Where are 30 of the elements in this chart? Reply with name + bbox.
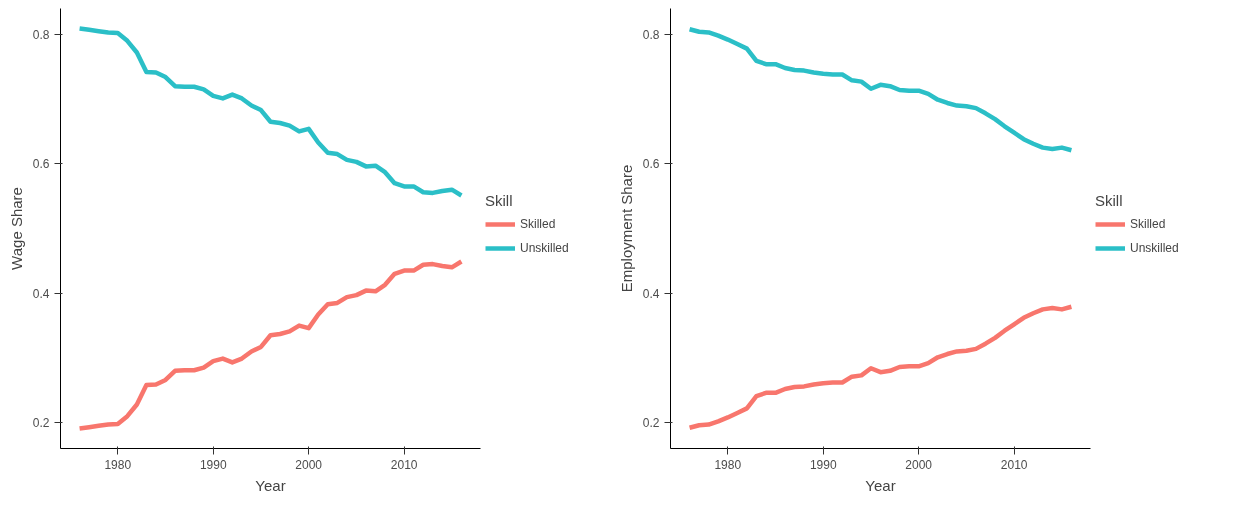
y-tick-label: 0.4 bbox=[32, 286, 50, 301]
y-tick-label: 0.8 bbox=[642, 27, 660, 42]
legend-label: Unskilled bbox=[520, 241, 569, 255]
legend-title: Skill bbox=[485, 192, 514, 209]
y-tick-label: 0.4 bbox=[642, 286, 660, 301]
x-tick-label: 1980 bbox=[714, 457, 742, 472]
x-tick-label: 2000 bbox=[905, 457, 933, 472]
y-tick-label: 0.6 bbox=[32, 157, 50, 172]
y-tick-label: 0.2 bbox=[32, 416, 50, 431]
y-axis-title: Employment Share bbox=[617, 164, 635, 293]
y-tick-label: 0.6 bbox=[642, 157, 660, 172]
x-tick-label: 2010 bbox=[390, 457, 418, 472]
x-tick-label: 2010 bbox=[1000, 457, 1028, 472]
legend-label: Unskilled bbox=[1130, 241, 1179, 255]
line-series bbox=[687, 26, 1074, 153]
line-series bbox=[77, 259, 464, 431]
x-axis-title: Year bbox=[865, 476, 896, 494]
x-tick-label: 2000 bbox=[295, 457, 323, 472]
x-axis-title: Year bbox=[255, 476, 286, 494]
y-axis-title: Wage Share bbox=[7, 187, 25, 270]
legend-title: Skill bbox=[1095, 192, 1124, 209]
legend-label: Skilled bbox=[520, 217, 556, 231]
x-tick-label: 1980 bbox=[104, 457, 132, 472]
y-tick-label: 0.2 bbox=[642, 416, 660, 431]
legend-label: Skilled bbox=[1130, 217, 1166, 231]
x-tick-label: 1990 bbox=[199, 457, 227, 472]
line-series bbox=[77, 26, 464, 198]
x-tick-label: 1990 bbox=[809, 457, 837, 472]
line-series bbox=[687, 304, 1074, 431]
y-tick-label: 0.8 bbox=[32, 27, 50, 42]
